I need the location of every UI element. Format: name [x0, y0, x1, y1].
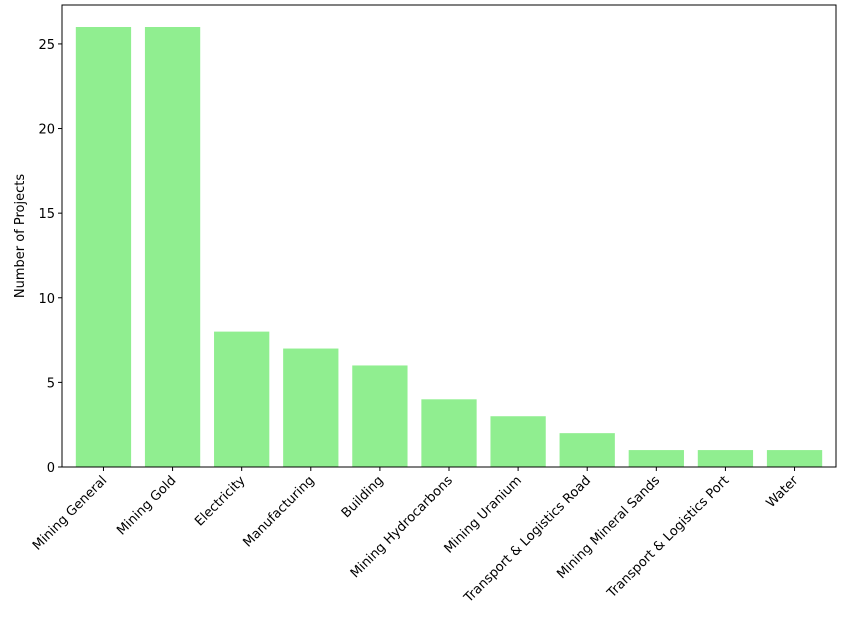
x-tick-label-9: Transport & Logistics Port [604, 473, 732, 601]
x-tick-label-4: Building [339, 473, 387, 521]
y-tick-label-1: 5 [47, 376, 55, 391]
bar-5 [421, 399, 477, 467]
bar-9 [697, 450, 754, 467]
x-tick-label-10: Water [764, 473, 802, 511]
bar-2 [214, 331, 270, 467]
bar-8 [628, 450, 684, 467]
bars-group [75, 27, 823, 467]
y-tick-label-3: 15 [38, 207, 55, 222]
bar-4 [352, 365, 408, 467]
y-tick-label-4: 20 [38, 123, 55, 138]
bar-3 [283, 348, 339, 467]
x-tick-label-2: Electricity [192, 473, 248, 529]
x-tick-label-3: Manufacturing [240, 473, 317, 550]
y-tick-label-5: 25 [38, 38, 55, 53]
x-axis: Mining General Mining Gold ElectricityManu… [30, 467, 802, 606]
x-tick-label-7: Transport & Logistics Road [461, 473, 594, 606]
bar-0 [75, 27, 132, 467]
y-axis-label: Number of Projects [13, 174, 28, 298]
y-tick-label-2: 10 [38, 292, 55, 307]
bar-1 [144, 27, 201, 467]
x-tick-label-0: Mining General [30, 473, 110, 553]
bar-7 [559, 433, 615, 467]
y-tick-label-0: 0 [47, 461, 55, 476]
bar-6 [490, 416, 546, 467]
bar-10 [766, 450, 823, 467]
y-axis: 0 5 10 15 20 25 [38, 38, 62, 476]
x-tick-label-1: Mining Gold [114, 473, 179, 538]
